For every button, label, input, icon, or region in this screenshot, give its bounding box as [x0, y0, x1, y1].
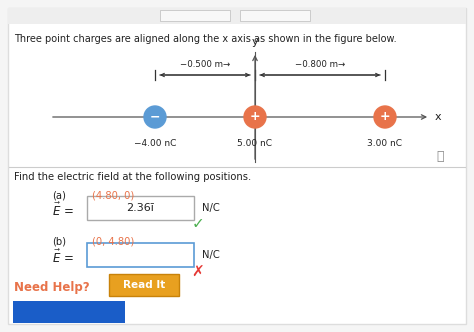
Text: −: −	[150, 111, 160, 124]
Text: +: +	[380, 111, 390, 124]
Circle shape	[244, 106, 266, 128]
FancyBboxPatch shape	[160, 10, 230, 21]
Text: −0.800 m→: −0.800 m→	[295, 60, 345, 69]
FancyBboxPatch shape	[240, 10, 310, 21]
Text: ✗: ✗	[191, 265, 204, 280]
Text: y: y	[252, 37, 258, 47]
Text: (0, 4.80): (0, 4.80)	[92, 237, 134, 247]
Text: 3.00 nC: 3.00 nC	[367, 139, 402, 148]
Circle shape	[144, 106, 166, 128]
Text: +: +	[250, 111, 260, 124]
Text: Three point charges are aligned along the x axis as shown in the figure below.: Three point charges are aligned along th…	[14, 34, 397, 44]
FancyBboxPatch shape	[13, 301, 125, 323]
FancyBboxPatch shape	[87, 243, 194, 267]
Text: ⓘ: ⓘ	[436, 150, 444, 163]
Text: ✓: ✓	[191, 216, 204, 231]
FancyBboxPatch shape	[109, 274, 179, 296]
Text: N/C: N/C	[202, 203, 220, 213]
Text: 2.36ī: 2.36ī	[126, 203, 154, 213]
Text: Read It: Read It	[123, 280, 165, 290]
Text: −0.500 m→: −0.500 m→	[180, 60, 230, 69]
Text: (b): (b)	[52, 237, 66, 247]
Text: −4.00 nC: −4.00 nC	[134, 139, 176, 148]
Text: Need Help?: Need Help?	[14, 281, 90, 293]
FancyBboxPatch shape	[8, 8, 466, 324]
Text: (a): (a)	[52, 190, 66, 200]
Text: (4.80, 0): (4.80, 0)	[92, 190, 134, 200]
Circle shape	[374, 106, 396, 128]
FancyBboxPatch shape	[8, 8, 466, 24]
Text: $\vec{E}$ =: $\vec{E}$ =	[52, 202, 74, 218]
Text: x: x	[435, 112, 442, 122]
Text: $\vec{E}$ =: $\vec{E}$ =	[52, 248, 74, 266]
Text: 5.00 nC: 5.00 nC	[237, 139, 273, 148]
Text: N/C: N/C	[202, 250, 220, 260]
Text: Find the electric field at the following positions.: Find the electric field at the following…	[14, 172, 251, 182]
FancyBboxPatch shape	[87, 196, 194, 220]
